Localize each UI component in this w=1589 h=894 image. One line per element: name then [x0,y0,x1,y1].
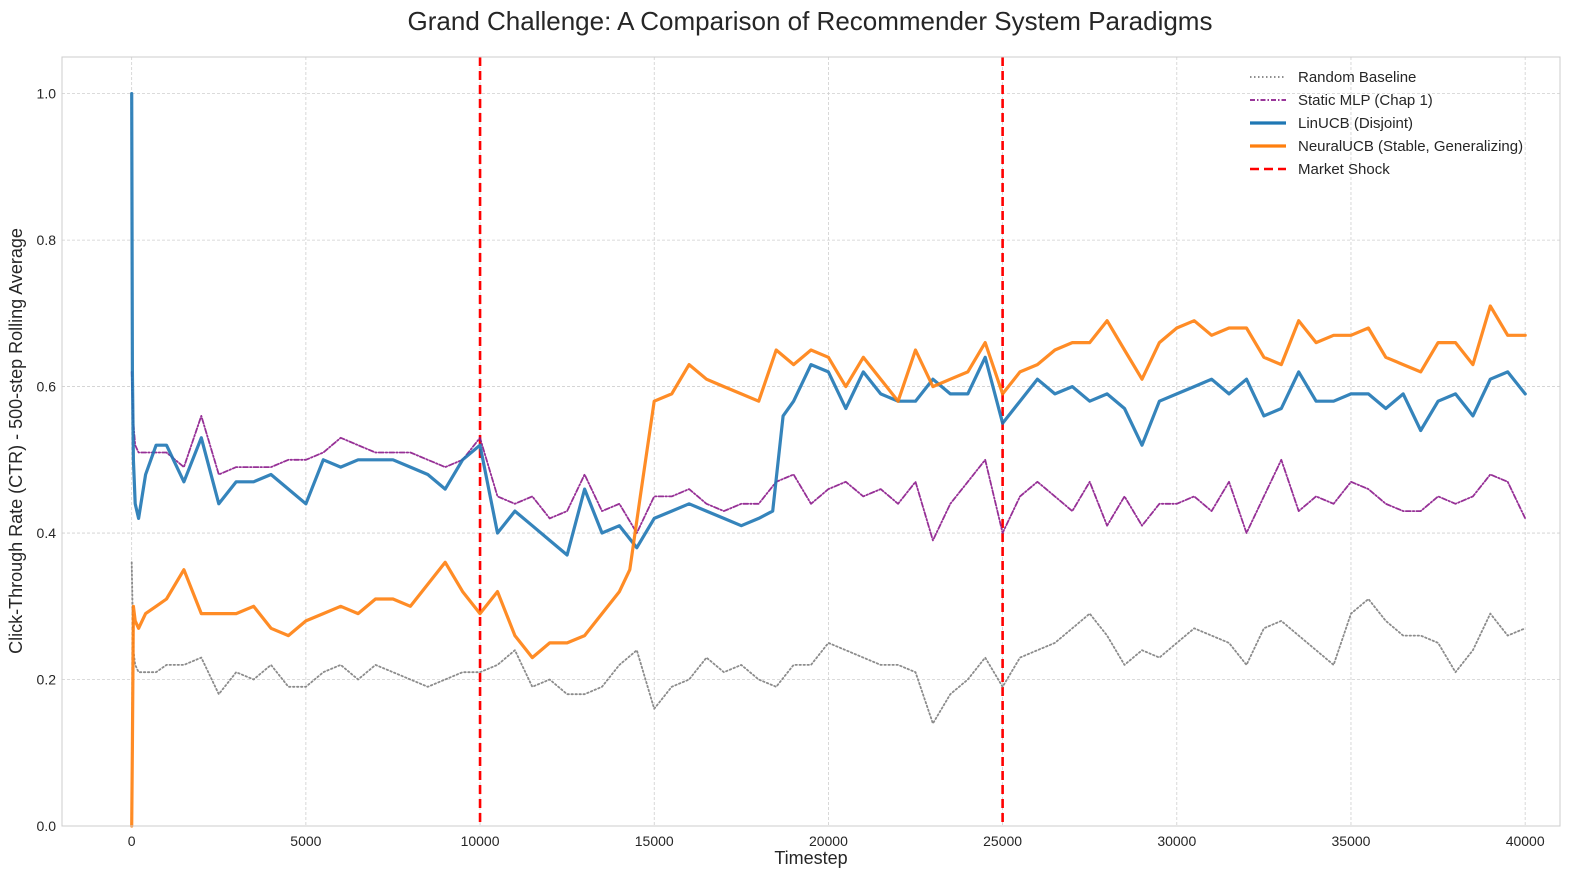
x-tick-label: 5000 [290,833,321,849]
series-line-linucb-disjoint [130,91,1527,557]
y-tick-label: 1.0 [37,86,57,102]
x-tick-label: 30000 [1157,833,1196,849]
y-tick-label: 0.6 [37,379,57,395]
series-line-static-mlp-chap-1 [130,370,1527,542]
series-line-random-baseline [130,561,1527,725]
legend-label: Market Shock [1298,161,1390,178]
x-tick-label: 20000 [809,833,848,849]
x-tick-label: 15000 [635,833,674,849]
legend-label: LinUCB (Disjoint) [1298,115,1413,132]
legend-label: Random Baseline [1298,69,1416,86]
y-tick-label: 0.4 [37,525,57,541]
x-tick-label: 10000 [461,833,500,849]
legend-label: Static MLP (Chap 1) [1298,92,1433,109]
y-axis-label: Click-Through Rate (CTR) - 500-step Roll… [6,228,26,654]
x-tick-label: 25000 [983,833,1022,849]
x-axis-label: Timestep [774,848,847,868]
y-tick-label: 0.2 [37,672,57,688]
x-tick-label: 0 [128,833,136,849]
x-tick-label: 40000 [1506,833,1545,849]
chart-title: Grand Challenge: A Comparison of Recomme… [408,6,1213,36]
y-axis-ticks: 0.0 0.2 0.4 0.6 0.8 1.0 [37,86,57,834]
market-shock-lines [478,57,1004,826]
y-tick-label: 0.0 [37,818,57,834]
x-tick-label: 35000 [1332,833,1371,849]
x-axis-ticks: 0 5000 10000 15000 20000 25000 30000 35000 40000 [128,833,1545,849]
plot-frame [61,56,1561,827]
series-layer [130,91,1527,828]
legend: Random Baseline Static MLP (Chap 1) LinUCB… [1250,69,1523,178]
legend-label: NeuralUCB (Stable, Generalizing) [1298,138,1523,155]
series-line-neuralucb-stable-generalizing [130,304,1527,828]
y-tick-label: 0.8 [37,232,57,248]
